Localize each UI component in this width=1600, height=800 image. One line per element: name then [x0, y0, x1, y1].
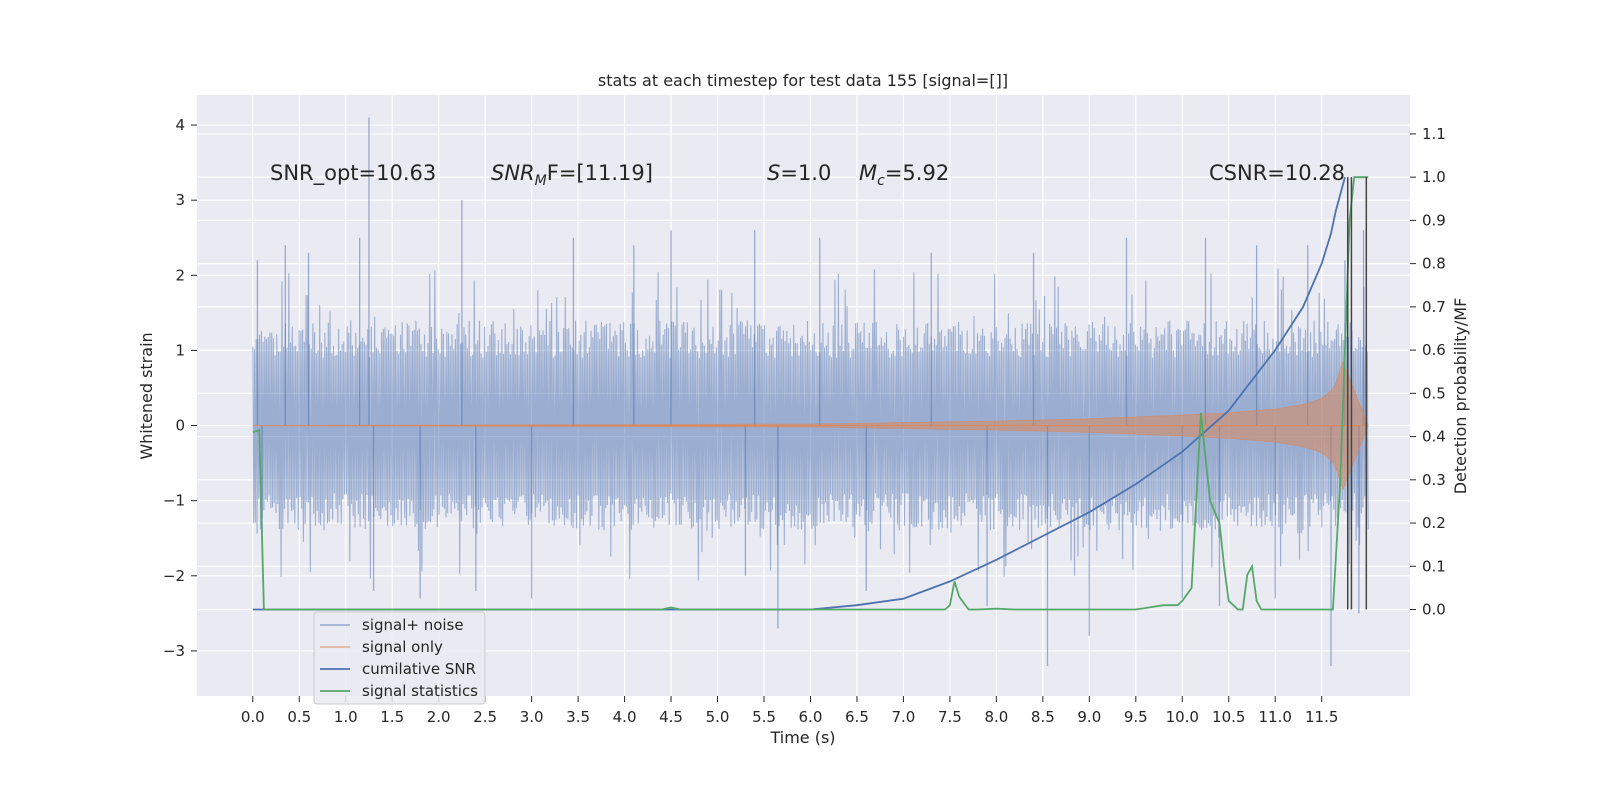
x-tick-label: 7.0	[891, 708, 915, 726]
x-tick-label: 5.0	[706, 708, 730, 726]
y-axis-right-label: Detection probability/MF	[1451, 298, 1470, 495]
x-tick-label: 9.5	[1124, 708, 1148, 726]
legend: signal+ noise signal only cumilative SNR…	[313, 611, 486, 705]
x-tick-label: 1.0	[334, 708, 358, 726]
legend-label-cumulative-snr: cumilative SNR	[362, 660, 476, 678]
cumulative-snr-line	[252, 176, 1346, 611]
signal-statistics-line	[252, 176, 1369, 611]
snr-mf-main: SNR	[491, 161, 535, 185]
y-right-tick-label: 0.6	[1422, 341, 1446, 359]
y-right-tick-label: 1.0	[1422, 168, 1446, 186]
mc-sub: c	[877, 173, 885, 189]
y-right-tick-label: 0.9	[1422, 211, 1446, 229]
x-tick-label: 2.5	[473, 708, 497, 726]
annotation-csnr: CSNR=10.28	[1209, 161, 1345, 185]
snr-mf-rest: F=[11.19]	[547, 161, 653, 185]
s-rest: =1.0	[780, 161, 831, 185]
x-tick-label: 6.5	[845, 708, 869, 726]
x-tick-label: 0.5	[287, 708, 311, 726]
y-tick-label: −2	[163, 567, 185, 585]
annotation-s: S=1.0	[767, 161, 831, 185]
y-right-tick-label: 0.3	[1422, 471, 1446, 489]
snr-mf-sub: M	[535, 173, 547, 189]
right-axis-series	[252, 176, 1369, 611]
legend-label-signal-only: signal only	[362, 638, 443, 656]
x-tick-label: 2.0	[427, 708, 451, 726]
mc-rest: =5.92	[885, 161, 949, 185]
annotation-mc: Mc=5.92	[859, 161, 949, 189]
y-tick-label: 1	[175, 341, 185, 359]
y-tick-label: 3	[175, 191, 185, 209]
x-tick-label: 4.0	[613, 708, 637, 726]
vertical-lines	[1346, 177, 1368, 610]
y-tick-label: −1	[163, 492, 185, 510]
x-tick-label: 0.0	[241, 708, 265, 726]
y-right-tick-label: 0.5	[1422, 384, 1446, 402]
legend-box	[313, 611, 486, 705]
x-tick-label: 4.5	[659, 708, 683, 726]
y-tick-label: 0	[175, 417, 185, 435]
y-right-tick-label: 0.2	[1422, 514, 1446, 532]
x-tick-label: 5.5	[752, 708, 776, 726]
x-tick-label: 3.5	[566, 708, 590, 726]
y-right-tick-label: 1.1	[1422, 125, 1446, 143]
x-tick-label: 8.5	[1031, 708, 1055, 726]
annotations: SNR_opt=10.63 SNRMF=[11.19] S=1.0 Mc=5.9…	[270, 161, 1345, 189]
y-tick-label: 4	[175, 116, 185, 134]
x-tick-label: 6.0	[799, 708, 823, 726]
x-tick-label: 11.0	[1259, 708, 1292, 726]
annotation-snr-opt: SNR_opt=10.63	[270, 161, 436, 186]
s-main: S	[767, 161, 780, 185]
axis-ticks: 0.0 0.5 1.0 1.5 2.0 2.5 3.0 3.5 4.0 4.5 5.0 5.5 6.0 6…	[163, 116, 1446, 726]
x-tick-label: 8.0	[984, 708, 1008, 726]
y-right-tick-label: 0.7	[1422, 298, 1446, 316]
x-tick-label: 1.5	[380, 708, 404, 726]
chart-title: stats at each timestep for test data 155…	[598, 71, 1008, 90]
x-axis-label: Time (s)	[769, 728, 835, 747]
y-right-tick-label: 0.1	[1422, 557, 1446, 575]
mc-main: M	[859, 161, 877, 185]
x-tick-label: 11.5	[1305, 708, 1338, 726]
x-tick-label: 7.5	[938, 708, 962, 726]
signal-only-series	[252, 360, 1369, 491]
x-tick-label: 3.0	[520, 708, 544, 726]
y-right-tick-label: 0.4	[1422, 428, 1446, 446]
x-tick-label: 10.5	[1212, 708, 1245, 726]
y-right-tick-label: 0.8	[1422, 255, 1446, 273]
y-right-tick-label: 0.0	[1422, 601, 1446, 619]
y-axis-label: Whitened strain	[137, 332, 156, 459]
annotation-snr-mf: SNRMF=[11.19]	[491, 161, 653, 189]
y-tick-label: 2	[175, 266, 185, 284]
legend-label-signal-statistics: signal statistics	[362, 682, 478, 700]
x-tick-label: 10.0	[1166, 708, 1199, 726]
legend-label-signal-noise: signal+ noise	[362, 616, 464, 634]
x-tick-label: 9.0	[1077, 708, 1101, 726]
y-tick-label: −3	[163, 642, 185, 660]
